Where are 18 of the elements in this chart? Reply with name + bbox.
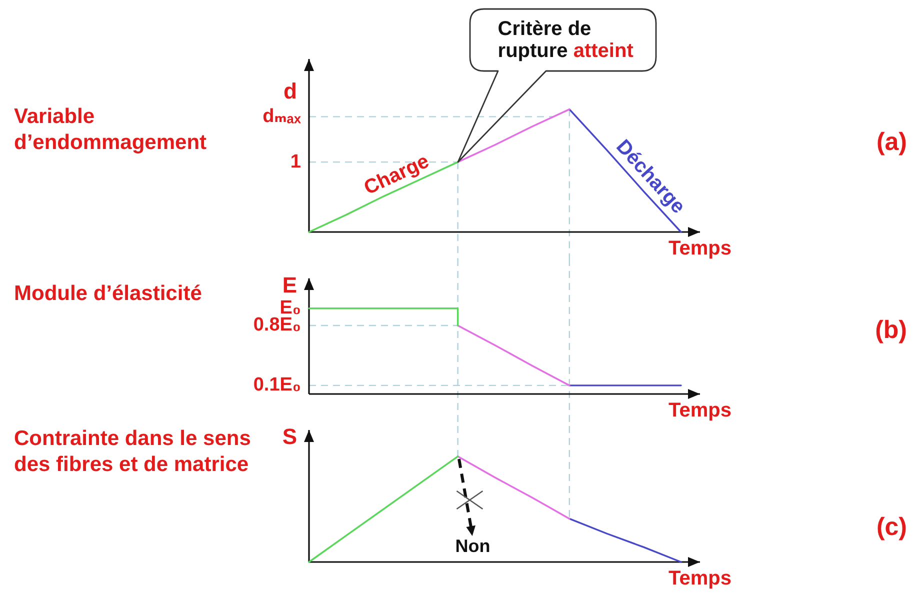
x-axis-title: Temps (668, 238, 732, 260)
text: (c) (876, 512, 907, 542)
y-axis-title: d (284, 78, 297, 104)
text: Module d’élasticité (14, 281, 203, 307)
text: Critère de rupture atteint (498, 18, 634, 62)
text: Contrainte dans le sens des fibres et de matrice (14, 426, 252, 478)
y-axis-title: S (282, 424, 297, 450)
x-axis-title: Temps (668, 400, 732, 422)
ref-line-label: dₘₐₓ (262, 106, 302, 127)
x-axis-title: Temps (668, 568, 732, 590)
ref-line-label: 1 (290, 151, 302, 172)
text: (a) (876, 127, 907, 157)
annotation: Non (454, 536, 492, 556)
y-tick-label: 0.1E₀ (253, 374, 301, 396)
text: (b) (875, 315, 907, 345)
y-tick-label: 0.8E₀ (253, 314, 301, 336)
text: Variable d’endommagement (14, 104, 208, 156)
y-axis-title: E (282, 272, 297, 298)
